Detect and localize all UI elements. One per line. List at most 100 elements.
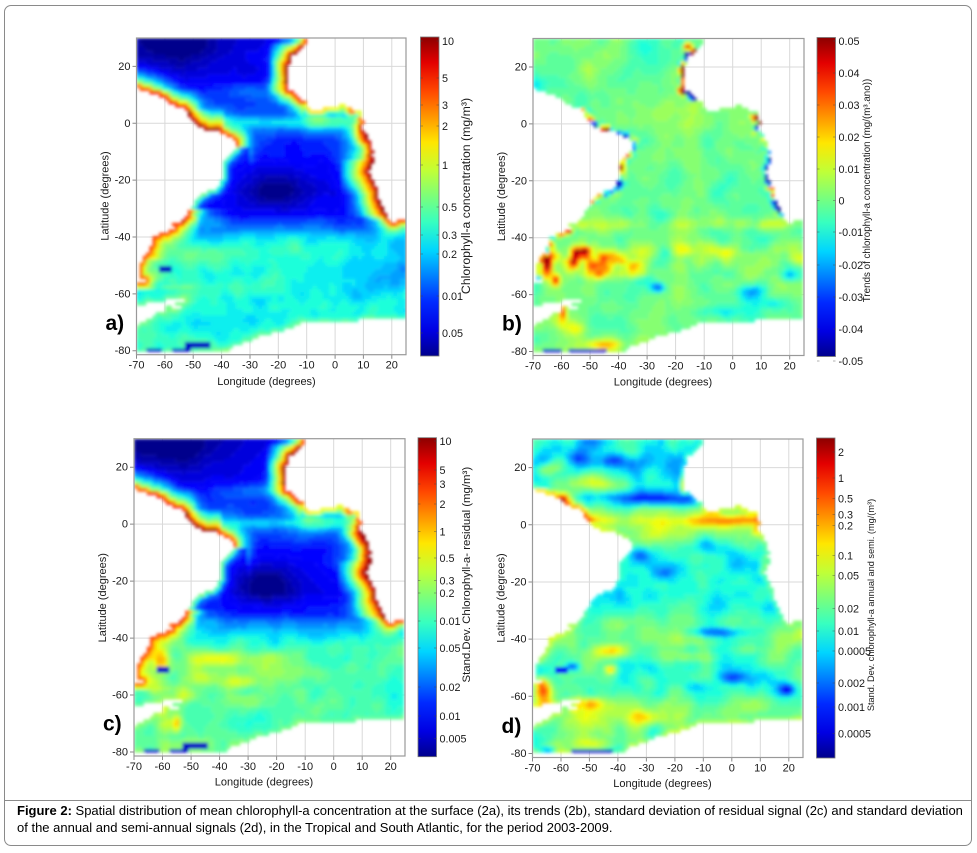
svg-text:3: 3 [440, 479, 446, 491]
svg-text:a): a) [106, 312, 125, 335]
svg-text:0.05: 0.05 [442, 328, 463, 340]
svg-text:0: 0 [124, 118, 130, 130]
svg-text:0.01: 0.01 [440, 616, 461, 628]
svg-text:-30: -30 [639, 361, 655, 373]
svg-text:0.0005: 0.0005 [838, 729, 871, 741]
svg-text:d): d) [502, 715, 522, 738]
svg-text:-10: -10 [695, 763, 711, 775]
svg-text:-80: -80 [115, 345, 131, 357]
svg-text:0: 0 [331, 761, 337, 773]
svg-text:b): b) [502, 313, 522, 336]
svg-text:-80: -80 [112, 747, 128, 759]
svg-text:0.01: 0.01 [838, 626, 859, 638]
svg-text:Longitude (degrees): Longitude (degrees) [215, 777, 313, 789]
svg-text:Longitude (degrees): Longitude (degrees) [217, 376, 315, 388]
svg-text:1: 1 [838, 473, 844, 485]
svg-text:-70: -70 [126, 761, 142, 773]
svg-text:0.3: 0.3 [838, 510, 853, 522]
svg-text:-20: -20 [269, 761, 285, 773]
svg-text:-10: -10 [299, 360, 315, 372]
svg-text:2: 2 [442, 121, 448, 133]
svg-text:-60: -60 [553, 763, 569, 775]
svg-text:1: 1 [440, 527, 446, 539]
svg-text:-80: -80 [511, 346, 527, 358]
svg-text:0.02: 0.02 [838, 604, 859, 616]
svg-text:-0.05: -0.05 [839, 356, 864, 368]
svg-text:-60: -60 [511, 289, 527, 301]
svg-text:0.01: 0.01 [440, 711, 461, 723]
svg-text:-10: -10 [696, 361, 712, 373]
svg-text:20: 20 [386, 360, 398, 372]
svg-text:0.2: 0.2 [442, 249, 457, 261]
svg-text:0.1: 0.1 [838, 551, 853, 563]
svg-text:0.01: 0.01 [839, 164, 860, 176]
svg-text:c): c) [103, 713, 122, 736]
svg-text:1: 1 [442, 160, 448, 172]
svg-text:0: 0 [729, 763, 735, 775]
svg-text:Latitude (degrees): Latitude (degrees) [97, 553, 109, 642]
svg-text:Latitude (degrees): Latitude (degrees) [100, 151, 112, 240]
svg-text:20: 20 [515, 62, 527, 74]
svg-text:-0.03: -0.03 [839, 292, 864, 304]
svg-text:0.002: 0.002 [838, 678, 865, 690]
svg-text:0: 0 [839, 196, 845, 208]
svg-text:20: 20 [783, 763, 795, 775]
svg-text:5: 5 [442, 73, 448, 85]
svg-text:10: 10 [754, 763, 766, 775]
svg-text:Chlorophyll-a concentration (m: Chlorophyll-a concentration (mg/m³) [459, 98, 473, 294]
svg-text:-50: -50 [183, 761, 199, 773]
svg-text:5: 5 [440, 465, 446, 477]
svg-text:0.04: 0.04 [839, 68, 860, 80]
svg-text:0: 0 [520, 519, 526, 531]
svg-text:0.03: 0.03 [839, 100, 860, 112]
svg-text:Latitude (degrees): Latitude (degrees) [496, 553, 508, 642]
svg-text:0.3: 0.3 [442, 230, 457, 242]
svg-text:-60: -60 [112, 690, 128, 702]
svg-text:20: 20 [385, 761, 397, 773]
svg-text:2: 2 [838, 447, 844, 459]
svg-text:-30: -30 [638, 763, 654, 775]
svg-text:0.5: 0.5 [838, 494, 853, 506]
svg-text:20: 20 [116, 462, 128, 474]
svg-text:Latitude (degrees): Latitude (degrees) [496, 152, 508, 241]
svg-text:-60: -60 [157, 360, 173, 372]
svg-text:-60: -60 [155, 761, 171, 773]
svg-text:-60: -60 [511, 691, 527, 703]
svg-text:-20: -20 [511, 175, 527, 187]
svg-text:-70: -70 [525, 763, 541, 775]
svg-text:-60: -60 [554, 361, 570, 373]
svg-text:-70: -70 [525, 361, 541, 373]
svg-text:-40: -40 [610, 763, 626, 775]
svg-text:-30: -30 [242, 360, 258, 372]
svg-text:-60: -60 [115, 288, 131, 300]
svg-text:10: 10 [440, 436, 452, 448]
svg-text:0.2: 0.2 [440, 588, 455, 600]
svg-text:Longitude (degrees): Longitude (degrees) [613, 778, 711, 790]
svg-text:0.001: 0.001 [838, 702, 865, 714]
svg-text:0: 0 [521, 118, 527, 130]
svg-text:Trends of chlorophyll-a concen: Trends of chlorophyll-a concentration (m… [862, 79, 873, 302]
svg-text:-40: -40 [214, 360, 230, 372]
svg-text:-20: -20 [115, 175, 131, 187]
svg-text:0: 0 [730, 361, 736, 373]
svg-text:-20: -20 [112, 576, 128, 588]
svg-text:-70: -70 [129, 360, 145, 372]
svg-text:-50: -50 [185, 360, 201, 372]
svg-text:0.02: 0.02 [440, 682, 461, 694]
svg-text:3: 3 [442, 100, 448, 112]
svg-text:0.02: 0.02 [839, 132, 860, 144]
svg-text:Stand.Dev. Chlorophyll-a- resi: Stand.Dev. Chlorophyll-a- residual (mg/m… [461, 467, 473, 683]
svg-text:-50: -50 [582, 361, 598, 373]
svg-text:-0.04: -0.04 [839, 324, 864, 336]
svg-text:10: 10 [356, 761, 368, 773]
svg-text:-80: -80 [511, 748, 527, 760]
svg-text:-50: -50 [581, 763, 597, 775]
svg-text:-30: -30 [240, 761, 256, 773]
svg-text:0.05: 0.05 [440, 643, 461, 655]
svg-text:10: 10 [357, 360, 369, 372]
svg-text:0.2: 0.2 [838, 521, 853, 533]
svg-text:20: 20 [784, 361, 796, 373]
svg-text:20: 20 [514, 462, 526, 474]
svg-text:-20: -20 [511, 577, 527, 589]
svg-text:0.05: 0.05 [838, 570, 859, 582]
